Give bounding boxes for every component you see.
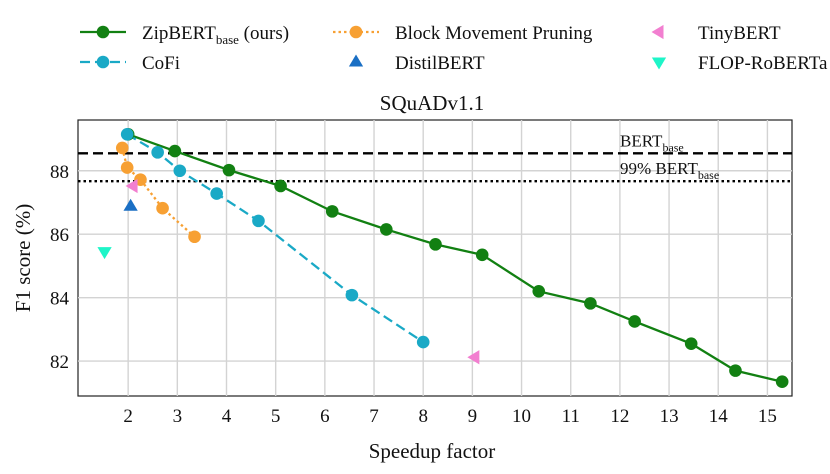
legend-label-suffix: (ours)	[239, 23, 289, 44]
zipbert-ours-point	[325, 205, 339, 218]
zipbert-ours-point	[628, 315, 641, 328]
y-axis-label: F1 score (%)	[11, 204, 35, 312]
legend-label-main: TinyBERT	[698, 23, 781, 44]
y-tick-label: 88	[50, 162, 69, 183]
x-axis-label: Speedup factor	[369, 439, 496, 463]
block-movement-pruning-legend-marker	[349, 25, 363, 39]
legend-label-main: Block Movement Pruning	[395, 23, 593, 44]
ref-label-prefix: 99%	[620, 159, 655, 178]
tinybert-legend-label: TinyBERT	[698, 23, 781, 44]
cofi-point	[173, 164, 187, 178]
block-movement-pruning-point	[115, 141, 129, 155]
zipbert-ours-point	[168, 144, 182, 158]
zipbert-ours-point	[380, 223, 393, 236]
block-movement-pruning-line	[121, 147, 196, 238]
cofi-point	[416, 335, 430, 349]
legend-label-main: FLOP-RoBERTa	[698, 53, 828, 74]
y-tick-label: 82	[50, 352, 69, 373]
y-axis-ticks: 82 84 86 88	[50, 162, 70, 373]
legend-label-main: ZipBERT	[142, 23, 216, 44]
x-tick-label: 4	[222, 406, 232, 427]
legend-entry-tinybert: TinyBERT	[651, 23, 781, 44]
zipbert-ours-legend-label: ZipBERTbase (ours)	[142, 23, 289, 47]
legend-entry-block-movement-pruning: Block Movement Pruning	[333, 23, 593, 44]
plot-frame	[77, 119, 793, 397]
legend-entry-distilbert: DistilBERT	[348, 53, 485, 74]
x-tick-label: 9	[468, 406, 478, 427]
ref-label-main: BERT	[655, 159, 698, 178]
zipbert-ours-point	[684, 337, 698, 350]
block-movement-pruning-point	[120, 161, 134, 174]
legend-label-main: DistilBERT	[395, 53, 485, 74]
bert-99-line-label: 99% BERTbase	[620, 159, 719, 182]
chart-title: SQuADv1.1	[380, 91, 484, 115]
legend-entry-cofi: CoFi	[80, 53, 180, 74]
legend-label-subscript: base	[216, 32, 239, 47]
x-tick-label: 6	[320, 406, 330, 427]
zipbert-ours-point	[729, 364, 742, 377]
cofi-legend-marker	[96, 55, 110, 69]
x-axis-ticks: 2 3 4 5 6 7 8 9 10 11 12 13 14 15	[123, 406, 777, 427]
legend: ZipBERTbase (ours) CoFi Block Movement Pru…	[80, 23, 828, 74]
ref-label-main: BERT	[620, 131, 663, 150]
cofi-legend-label: CoFi	[142, 53, 180, 74]
x-tick-label: 11	[562, 406, 580, 427]
zipbert-ours-point	[475, 248, 489, 262]
tinybert-legend-marker	[651, 24, 664, 40]
tinybert-point	[125, 178, 138, 194]
flop-roberta-legend-marker	[651, 57, 667, 70]
flop-roberta-legend-label: FLOP-RoBERTa	[698, 53, 828, 74]
y-tick-label: 84	[50, 289, 70, 310]
block-movement-pruning-legend-label: Block Movement Pruning	[395, 23, 593, 44]
tinybert-point	[467, 350, 480, 365]
zipbert-ours-point	[584, 297, 597, 310]
series-markers	[97, 127, 789, 389]
x-tick-label: 2	[123, 406, 133, 427]
distilbert-legend-marker	[348, 54, 364, 67]
x-tick-label: 10	[512, 406, 531, 427]
bert-base-line-label: BERTbase	[620, 131, 684, 154]
ref-label-subscript: base	[662, 140, 683, 154]
zipbert-ours-point	[222, 163, 236, 177]
x-tick-label: 7	[369, 406, 379, 427]
x-tick-label: 12	[610, 406, 629, 427]
zipbert-ours-point	[775, 375, 789, 389]
x-tick-label: 3	[173, 406, 183, 427]
legend-entry-zipbert-ours: ZipBERTbase (ours)	[80, 23, 289, 47]
cofi-point	[151, 146, 164, 159]
cofi-point	[120, 127, 134, 141]
block-movement-pruning-point	[188, 230, 201, 244]
x-tick-label: 14	[709, 406, 729, 427]
cofi-point	[210, 187, 223, 200]
x-tick-label: 15	[758, 406, 777, 427]
distilbert-legend-label: DistilBERT	[395, 53, 485, 74]
y-tick-label: 86	[50, 225, 69, 246]
zipbert-ours-point	[274, 179, 287, 193]
cofi-point	[252, 214, 265, 228]
zipbert-ours-point	[429, 238, 442, 251]
legend-label-main: CoFi	[142, 53, 180, 74]
zipbert-ours-point	[532, 285, 546, 298]
x-tick-label: 13	[660, 406, 679, 427]
distilbert-point	[123, 198, 138, 211]
x-tick-label: 8	[418, 406, 428, 427]
x-tick-label: 5	[271, 406, 281, 427]
ref-label-subscript: base	[698, 168, 719, 182]
cofi-point	[345, 288, 359, 302]
legend-entry-flop-roberta: FLOP-RoBERTa	[651, 53, 828, 74]
flop-roberta-point	[97, 247, 112, 260]
zipbert-ours-legend-marker	[96, 25, 110, 39]
block-movement-pruning-point	[156, 201, 169, 215]
zipbert-ours-line	[127, 133, 783, 383]
